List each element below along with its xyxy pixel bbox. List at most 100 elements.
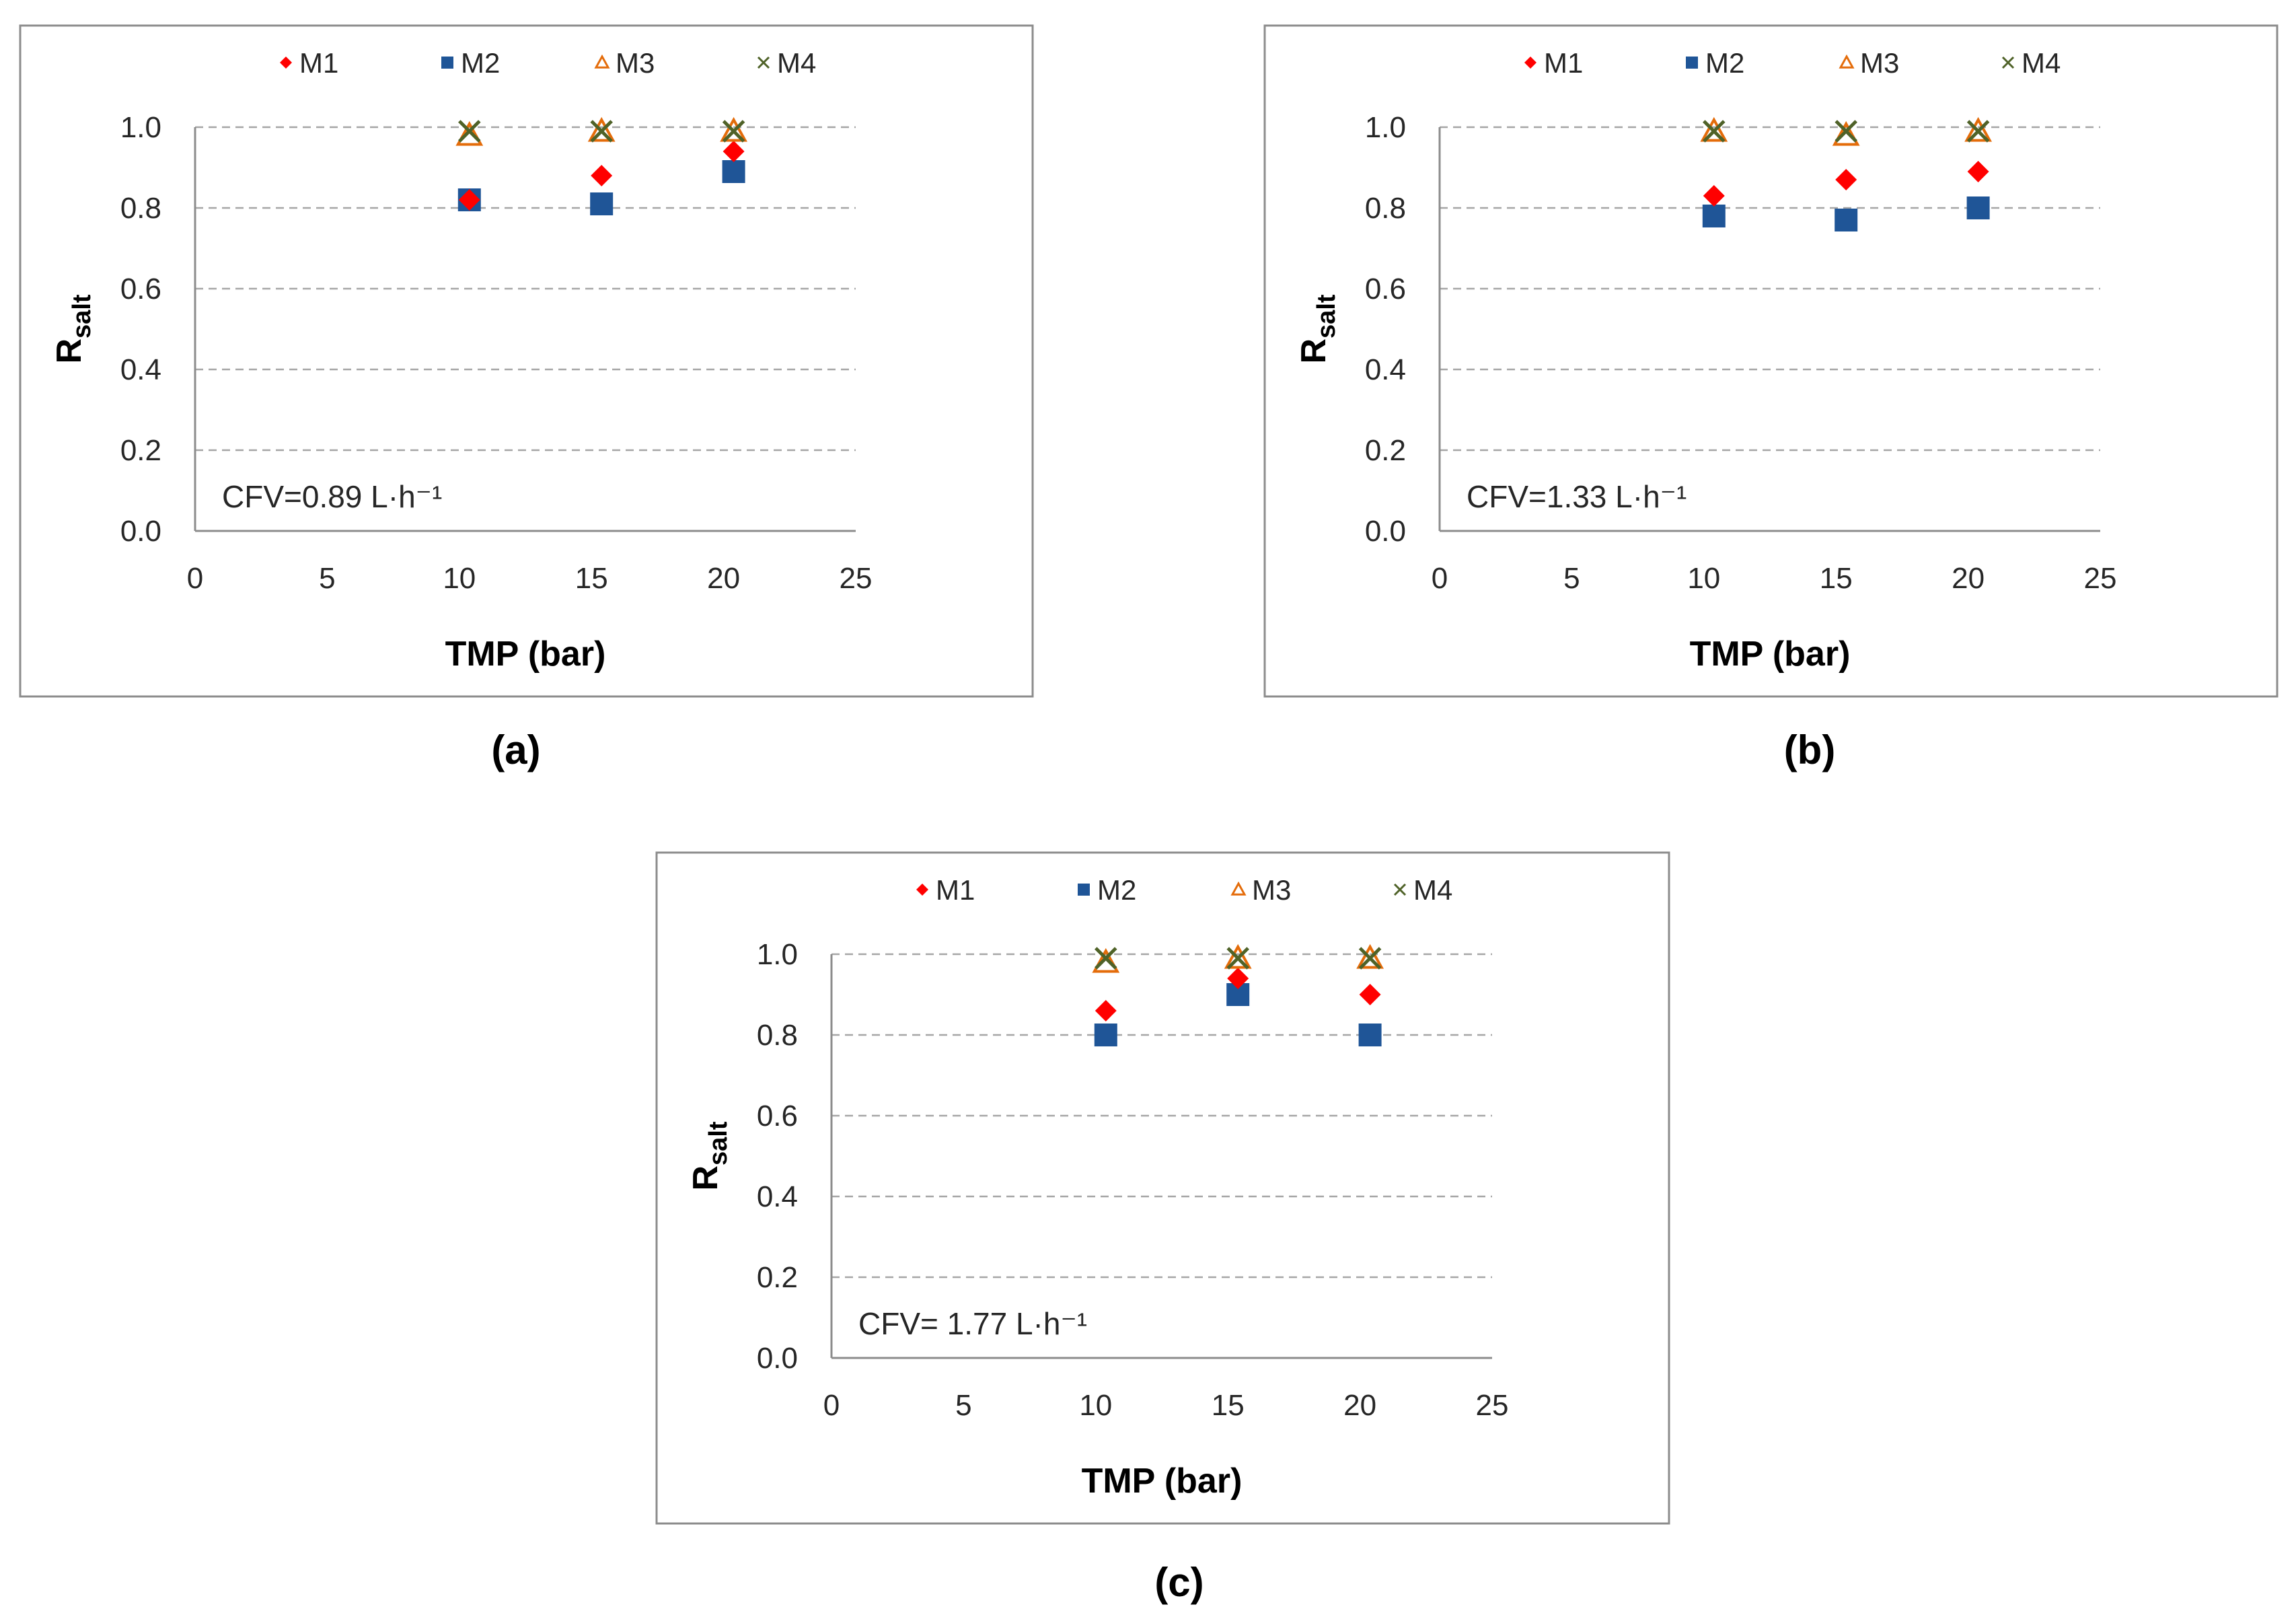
legend-marker-m4-stroke-b	[1393, 883, 1407, 896]
data-point-m4	[1226, 947, 1249, 970]
x-tick-label: 15	[1820, 562, 1853, 595]
data-point-m1	[1095, 1000, 1117, 1021]
x-tick-label: 5	[319, 562, 335, 595]
data-point-m4	[1095, 947, 1117, 970]
data-point-m3	[1356, 943, 1384, 969]
legend-marker-m4	[1393, 883, 1407, 896]
x-axis-title: TMP (bar)	[1082, 1462, 1243, 1501]
y-axis-title: Rsalt	[50, 294, 96, 363]
y-axis-title-subscript: salt	[704, 1121, 733, 1165]
y-axis-title-subscript: salt	[1312, 294, 1341, 338]
y-tick-label: 0.8	[1365, 192, 1406, 225]
y-axis-title: Rsalt	[686, 1121, 733, 1190]
data-point-m2	[722, 160, 745, 183]
chart-panel-2: 0.0 0.2 0.4 0.6 0.8 1.0 0 5 10 15 20 25 TMP (bar) Rsa…	[1263, 24, 2279, 773]
legend-marker-m4-stroke-b	[2001, 56, 2015, 69]
data-point-m4	[1835, 120, 1857, 143]
y-tick-label: 0.8	[757, 1019, 798, 1052]
y-axis-title-main: R	[686, 1165, 725, 1191]
data-point-m4	[1966, 120, 1990, 143]
legend-label-m2: M2	[461, 47, 500, 79]
legend-marker-m1	[916, 884, 928, 896]
legend-label-m3: M3	[1252, 874, 1291, 906]
data-point-m4	[1703, 120, 1726, 143]
x-tick-label: 0	[823, 1389, 840, 1422]
data-point-m4	[722, 120, 745, 143]
legend-label-m3: M3	[616, 47, 655, 79]
legend-marker-m3	[1839, 54, 1855, 69]
data-point-m4-stroke-b	[1966, 120, 1990, 143]
cfv-annotation: CFV=1.33 L·h⁻¹	[1467, 479, 1687, 514]
data-point-m1	[1967, 161, 1989, 182]
x-tick-label: 15	[1212, 1389, 1245, 1422]
y-tick-label: 1.0	[1365, 111, 1406, 144]
legend-label-m1: M1	[299, 47, 338, 79]
data-point-m2	[1702, 205, 1726, 227]
y-tick-label: 0.6	[757, 1100, 798, 1133]
legend-marker-m2	[1078, 884, 1090, 896]
panel-frame	[1263, 24, 2279, 698]
data-point-m4	[458, 120, 481, 143]
legend-label-m4: M4	[777, 47, 816, 79]
data-point-m4-stroke-b	[458, 120, 481, 143]
legend-label-m1: M1	[936, 874, 975, 906]
data-point-m3	[1224, 943, 1252, 969]
x-tick-label: 25	[2084, 562, 2117, 595]
data-point-m1	[723, 141, 745, 162]
panel-caption: (a)	[491, 727, 540, 773]
cfv-annotation: CFV=0.89 L·h⁻¹	[222, 479, 442, 514]
x-tick-label: 5	[1563, 562, 1580, 595]
data-point-m4-stroke-b	[1835, 120, 1857, 143]
x-tick-label: 10	[1687, 562, 1720, 595]
y-tick-label: 0.4	[120, 353, 161, 386]
data-point-m1	[1703, 185, 1725, 207]
data-point-m1	[591, 165, 613, 186]
y-axis-title-main: R	[1294, 338, 1333, 364]
panel-caption: (b)	[1784, 727, 1836, 773]
y-axis-title-main: R	[50, 338, 89, 364]
data-point-m3	[1700, 116, 1728, 142]
x-tick-label: 5	[955, 1389, 971, 1422]
data-point-m1	[1359, 984, 1381, 1005]
data-point-m4-stroke-b	[1226, 947, 1249, 970]
x-tick-label: 0	[187, 562, 203, 595]
data-point-m4-stroke-b	[1358, 947, 1382, 970]
x-axis-title: TMP (bar)	[1690, 635, 1851, 674]
y-tick-label: 0.2	[757, 1261, 798, 1294]
y-tick-label: 0.0	[120, 515, 161, 548]
legend-label-m4: M4	[2022, 47, 2061, 79]
y-axis-title: Rsalt	[1294, 294, 1341, 363]
x-tick-label: 20	[707, 562, 740, 595]
legend-marker-m4	[757, 56, 770, 69]
legend-label-m4: M4	[1413, 874, 1452, 906]
y-tick-label: 0.0	[1365, 515, 1406, 548]
y-tick-label: 0.2	[1365, 434, 1406, 467]
data-point-m4-stroke-b	[722, 120, 745, 143]
y-tick-label: 0.6	[1365, 273, 1406, 306]
data-point-m3	[587, 116, 616, 142]
cfv-annotation: CFV= 1.77 L·h⁻¹	[858, 1306, 1087, 1341]
data-point-m2	[1358, 1024, 1382, 1046]
y-axis-title-subscript: salt	[68, 294, 96, 338]
y-tick-label: 0.0	[757, 1342, 798, 1375]
data-point-m1	[1835, 169, 1857, 190]
y-tick-label: 0.4	[1365, 353, 1406, 386]
chart-panel-1: 0.0 0.2 0.4 0.6 0.8 1.0 0 5 10 15 20 25 TMP (bar) Rsa…	[19, 24, 1034, 773]
data-point-m1	[458, 189, 480, 211]
y-tick-label: 0.6	[120, 273, 161, 306]
x-axis-title: TMP (bar)	[445, 635, 606, 674]
x-tick-label: 20	[1343, 1389, 1376, 1422]
panel-frame	[655, 851, 1670, 1525]
legend-marker-m2	[1686, 57, 1698, 69]
data-point-m4-stroke-b	[590, 120, 613, 143]
legend-label-m1: M1	[1544, 47, 1583, 79]
legend-label-m3: M3	[1860, 47, 1899, 79]
legend-marker-m4-stroke-b	[757, 56, 770, 69]
x-tick-label: 25	[1476, 1389, 1509, 1422]
y-tick-label: 0.8	[120, 192, 161, 225]
data-point-m2	[590, 192, 614, 215]
y-tick-label: 0.4	[757, 1180, 798, 1213]
y-tick-label: 1.0	[757, 938, 798, 971]
data-point-m2	[1094, 1024, 1117, 1046]
